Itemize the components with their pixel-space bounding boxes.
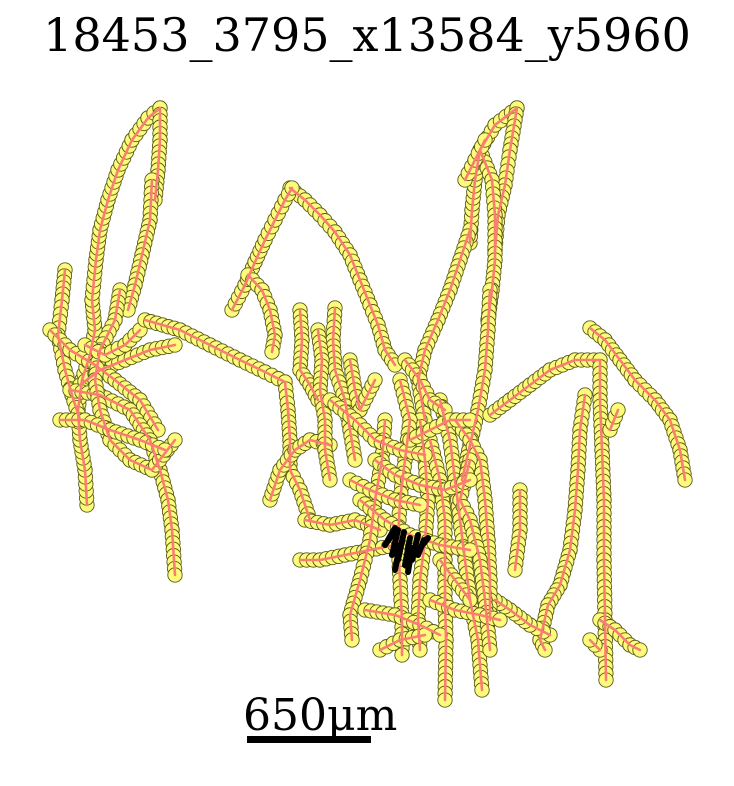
trace-line-overlay (538, 393, 587, 652)
trace-line-overlay (463, 138, 487, 182)
trace-line-overlay (513, 488, 522, 572)
trace-line-overlay (348, 478, 422, 507)
trace-line-overlay (153, 106, 162, 202)
soma-stroke (392, 542, 403, 573)
scale-bar-label: 650μm (243, 690, 398, 741)
trace-line-overlay (348, 418, 387, 642)
trace-line-overlay (428, 438, 448, 702)
trace-line-overlay (608, 408, 620, 432)
trace-line-overlay (363, 608, 442, 637)
trace-line-overlay (298, 308, 320, 402)
trace-line-overlay (126, 178, 154, 312)
trace-line-overlay (378, 633, 427, 652)
soma-stroke (417, 535, 431, 551)
trace-line-overlay (468, 106, 519, 252)
trace-line-overlay (458, 458, 492, 652)
trace-line-overlay (598, 618, 642, 652)
trace-line-overlay (246, 273, 277, 354)
trace-line-overlay (358, 498, 472, 552)
trace-line-overlay (303, 518, 382, 532)
soma-stroke (402, 535, 413, 568)
trace-line-overlay (288, 186, 397, 367)
soma-cluster (382, 525, 431, 575)
trace-line-overlay (316, 328, 332, 482)
trace-line-overlay (68, 388, 177, 577)
trace-line-overlay (488, 358, 602, 417)
trace-line-overlay (478, 148, 497, 322)
trace-line-overlay (348, 358, 377, 412)
soma-stroke (385, 525, 398, 543)
trace-line-overlay (396, 378, 412, 657)
trace-line-overlay (298, 543, 397, 562)
trace-line-overlay (408, 418, 472, 442)
trace-line-overlay (48, 328, 160, 432)
trace-line-overlay (403, 358, 447, 412)
trace-line-overlay (230, 186, 294, 312)
soma-stroke (405, 545, 415, 575)
trace-line-overlay (331, 306, 357, 462)
trace-line-overlay (588, 638, 602, 652)
trace-line-overlay (78, 343, 177, 387)
trace-line-overlay (93, 288, 177, 472)
trace-line-overlay (373, 458, 472, 492)
trace-line-overlay (58, 418, 167, 452)
scale-bar (247, 736, 371, 743)
trace-line-overlay (416, 228, 472, 422)
trace-line-overlay (438, 558, 472, 602)
trace-nodes (42, 100, 693, 708)
soma-stroke (389, 527, 401, 558)
trace-line-overlay (438, 398, 484, 692)
trace-line-overlay (588, 326, 687, 482)
trace-line-overlay (598, 358, 608, 682)
trace-line-overlay (268, 438, 332, 502)
trace-line-overlay (460, 288, 492, 482)
figure-title: 18453_3795_x13584_y5960 (43, 8, 691, 62)
trace-line-overlay (328, 398, 427, 457)
trace-line-overlay (453, 418, 492, 622)
trace-line-overlay (56, 268, 82, 422)
trace-line-overlay (83, 328, 142, 357)
trace-line-overlay (493, 598, 552, 637)
trace-line-overlay (143, 318, 287, 384)
trace-line-overlay (76, 106, 162, 507)
trace-line-overlay (428, 598, 502, 622)
